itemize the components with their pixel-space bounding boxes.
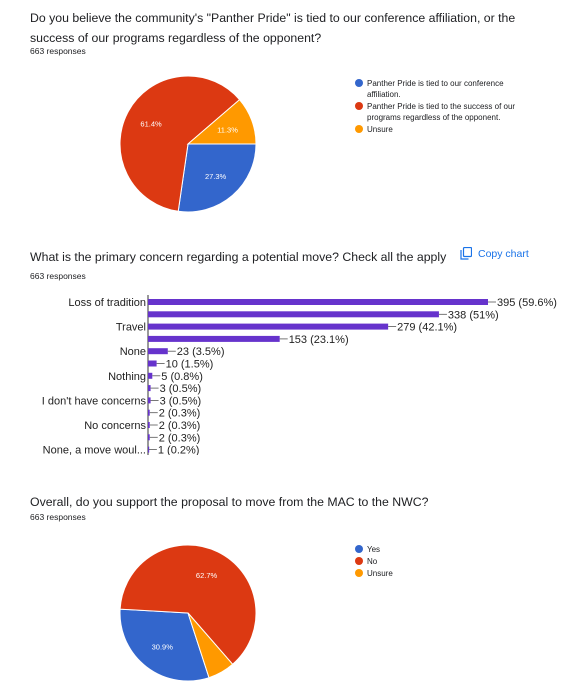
bar-category-label-8: I don't have concerns xyxy=(42,395,147,407)
pie1-legend-item-2: Unsure xyxy=(355,124,530,135)
bar-category-label-10: No concerns xyxy=(84,420,146,432)
pie1-slice-label-1: 61.4% xyxy=(140,120,162,129)
pie-3-legend: Yes No Unsure xyxy=(355,544,505,580)
bar-value-label-0: 395 (59.6%) xyxy=(497,297,557,309)
bar-10 xyxy=(148,422,150,428)
pie1-slice-label-0: 27.3% xyxy=(205,172,227,181)
bar-category-label-4: None xyxy=(120,346,146,358)
pie-chart-3: 30.9% 62.7% xyxy=(119,544,257,682)
bar-value-label-7: 3 (0.5%) xyxy=(160,383,202,395)
bar-6 xyxy=(148,372,153,379)
bar-value-label-2: 279 (42.1%) xyxy=(397,322,457,334)
bar-value-label-8: 3 (0.5%) xyxy=(160,395,202,407)
bar-value-label-3: 153 (23.1%) xyxy=(289,334,349,346)
pie1-slice-2 xyxy=(186,98,257,145)
pie3-slice-label-0: 30.9% xyxy=(152,642,174,651)
question-3-title: Overall, do you support the proposal to … xyxy=(30,495,429,509)
bar-7 xyxy=(148,385,151,392)
bar-4 xyxy=(148,348,168,355)
question-1-response-count: 663 responses xyxy=(30,46,86,56)
pie1-legend-item-1: Panther Pride is tied to the success of … xyxy=(355,101,530,123)
bar-value-label-6: 5 (0.8%) xyxy=(161,371,203,383)
pie1-legend-swatch-0 xyxy=(355,79,363,87)
bar-0 xyxy=(148,299,488,305)
bar-category-label-2: Travel xyxy=(116,322,146,334)
bar-value-label-12: 1 (0.2%) xyxy=(158,445,200,455)
pie3-legend-label-1: No xyxy=(367,557,378,566)
pie1-legend-label-0: Panther Pride is tied to our conference … xyxy=(367,79,504,99)
bar-value-label-9: 2 (0.3%) xyxy=(159,408,201,420)
bar-category-label-6: Nothing xyxy=(108,371,146,383)
pie1-slice-0 xyxy=(177,143,257,213)
pie3-slice-1 xyxy=(119,544,257,665)
bar-value-label-4: 23 (3.5%) xyxy=(177,346,225,358)
bar-2 xyxy=(148,323,389,330)
question-2-title: What is the primary concern regarding a … xyxy=(30,250,447,264)
pie1-legend-item-0: Panther Pride is tied to our conference … xyxy=(355,78,530,100)
pie1-legend-swatch-1 xyxy=(355,102,363,110)
bar-chart-2: 395 (59.6%) Loss of tradition 338 (51%)279… xyxy=(42,295,557,455)
pie3-legend-label-0: Yes xyxy=(367,545,381,554)
bar-5 xyxy=(148,360,157,367)
question-3-response-count: 663 responses xyxy=(30,512,86,522)
pie3-legend-label-2: Unsure xyxy=(367,569,393,578)
bar-category-label-0: Loss of tradition xyxy=(68,297,146,309)
copy-chart-label: Copy chart xyxy=(478,247,529,260)
pie-1-legend: Panther Pride is tied to our conference … xyxy=(355,78,530,136)
pie-chart-1: 27.3% 61.4% 11.3% xyxy=(119,75,257,213)
bar-value-label-11: 2 (0.3%) xyxy=(159,432,201,444)
pie1-legend-swatch-2 xyxy=(355,125,363,133)
copy-icon xyxy=(460,247,472,260)
bar-11 xyxy=(148,434,150,441)
pie1-legend-label-2: Unsure xyxy=(367,125,393,134)
pie1-slice-1 xyxy=(119,75,241,212)
pie3-slice-label-1: 62.7% xyxy=(196,571,218,580)
pie1-slice-label-2: 11.3% xyxy=(217,125,238,134)
bar-3 xyxy=(148,335,280,342)
pie3-legend-swatch-0 xyxy=(355,545,363,553)
pie1-legend-label-1: Panther Pride is tied to the success of … xyxy=(367,102,516,122)
bar-9 xyxy=(148,409,150,416)
bar-8 xyxy=(148,397,151,404)
pie3-legend-item-2: Unsure xyxy=(355,568,505,579)
bar-category-label-12: None, a move woul... xyxy=(43,445,146,455)
bar-12 xyxy=(148,446,150,453)
pie3-legend-item-1: No xyxy=(355,556,505,567)
bar-1 xyxy=(148,311,439,318)
copy-chart-button[interactable]: Copy chart xyxy=(460,247,529,260)
pie3-legend-swatch-2 xyxy=(355,569,363,577)
bar-value-label-1: 338 (51%) xyxy=(448,309,499,321)
question-1-title: Do you believe the community's "Panther … xyxy=(30,11,516,45)
pie3-legend-swatch-1 xyxy=(355,557,363,565)
bar-value-label-10: 2 (0.3%) xyxy=(159,420,201,432)
pie3-slice-2 xyxy=(187,612,234,679)
bar-value-label-5: 10 (1.5%) xyxy=(166,359,214,371)
question-2-response-count: 663 responses xyxy=(30,271,86,281)
pie3-slice-0 xyxy=(119,608,210,682)
pie3-legend-item-0: Yes xyxy=(355,544,505,555)
